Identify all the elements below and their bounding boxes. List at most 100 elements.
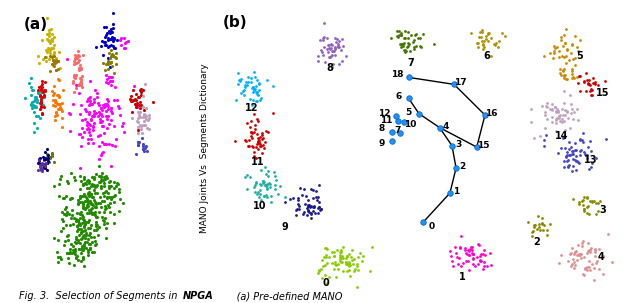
Point [556,145,566,150]
Point [36,88,46,92]
Point [308,188,318,192]
Point [500,33,511,38]
Point [318,38,328,43]
Point [99,174,109,179]
Point [249,70,259,75]
Point [397,44,408,48]
Point [306,187,316,192]
Point [104,60,114,65]
Point [250,123,260,128]
Point [415,35,425,40]
Point [445,248,455,253]
Point [335,258,346,263]
Text: 12: 12 [378,109,390,118]
Point [476,259,486,264]
Point [577,241,587,246]
Point [566,110,576,115]
Point [82,197,92,201]
Point [534,225,544,230]
Point [102,77,112,82]
Point [33,160,43,165]
Point [95,195,106,200]
Point [35,85,45,90]
Point [334,44,344,49]
Point [71,82,81,87]
Point [568,68,578,73]
Point [57,125,67,130]
Text: 14: 14 [555,131,568,141]
Point [250,127,260,132]
Point [40,161,51,165]
Point [547,119,557,124]
Point [79,243,90,248]
Point [303,208,314,213]
Point [333,261,344,266]
Point [40,150,50,155]
Point [241,137,251,142]
Point [564,58,575,62]
Point [88,111,99,116]
Point [562,47,572,52]
Point [95,179,106,184]
Point [326,52,337,57]
Point [461,250,471,255]
Point [77,134,87,139]
Point [104,61,115,66]
Point [91,171,101,176]
Point [99,219,109,224]
Point [34,158,44,162]
Point [40,165,50,170]
Point [77,201,88,205]
Point [563,150,573,155]
Point [36,89,46,94]
Point [86,118,96,123]
Point [538,228,548,232]
Point [344,263,355,268]
Point [102,60,113,65]
Point [77,235,87,240]
Point [559,88,569,93]
Point [580,88,591,93]
Point [335,257,346,262]
Point [46,45,56,50]
Point [236,90,246,95]
Point [560,145,570,150]
Point [70,251,80,256]
Point [100,189,110,194]
Text: 9: 9 [282,221,288,231]
Point [571,147,581,152]
Point [38,102,49,107]
Point [303,203,314,208]
Point [563,115,573,120]
Point [81,211,92,215]
Point [479,38,489,43]
Point [335,252,345,257]
Point [567,76,577,81]
Point [239,88,250,93]
Text: 11: 11 [252,157,265,168]
Point [93,113,103,118]
Point [29,105,39,109]
Point [582,204,592,209]
Point [291,212,301,217]
Point [313,211,323,216]
Point [100,177,111,181]
Point [74,227,84,232]
Point [255,135,265,140]
Point [38,56,48,61]
Point [36,111,47,116]
Point [238,89,248,94]
Point [288,195,298,200]
Point [94,157,104,162]
Point [102,96,112,101]
Point [587,199,597,204]
Point [280,200,291,205]
Point [578,202,588,207]
Point [97,113,107,118]
Point [144,127,154,132]
Point [247,144,257,148]
Point [95,112,105,117]
Point [559,118,569,123]
Point [588,80,598,85]
Point [554,114,564,118]
